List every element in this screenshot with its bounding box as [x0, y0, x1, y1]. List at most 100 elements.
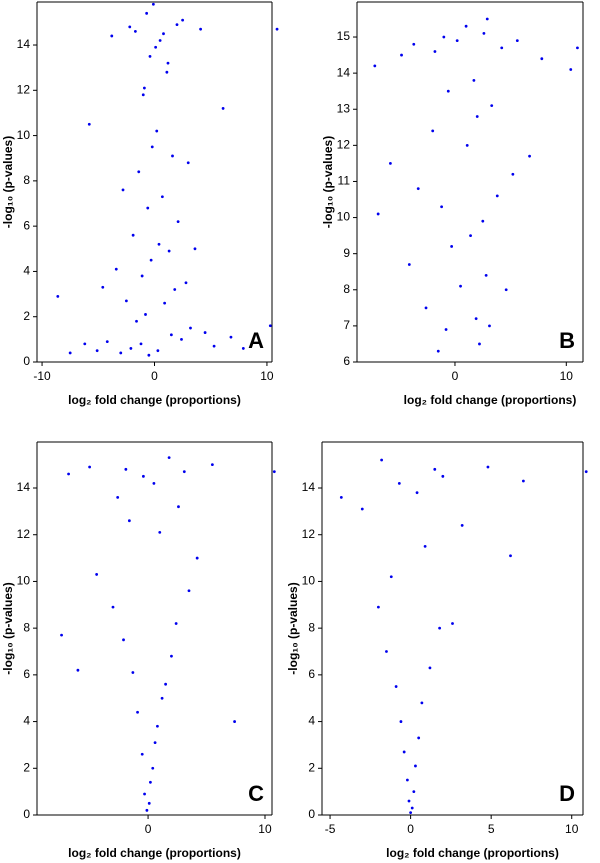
y-tick-label: 11	[338, 174, 351, 188]
point	[576, 46, 579, 50]
point	[446, 89, 450, 93]
point	[203, 331, 207, 334]
y-tick-label: 8	[23, 173, 30, 187]
point	[150, 145, 154, 149]
point	[141, 93, 145, 97]
point	[481, 219, 485, 223]
point	[153, 741, 157, 744]
y-tick-label: 6	[308, 667, 315, 681]
point	[405, 778, 409, 782]
point	[444, 328, 448, 331]
point	[423, 545, 427, 548]
point	[149, 780, 152, 784]
point	[167, 456, 171, 460]
y-tick-label: 14	[337, 65, 351, 79]
point	[187, 589, 191, 593]
point	[184, 281, 188, 285]
point	[144, 313, 147, 316]
point	[500, 46, 504, 50]
point	[140, 274, 144, 278]
point	[210, 463, 214, 467]
point	[181, 18, 185, 22]
x-tick-label: -5	[325, 822, 336, 836]
point	[160, 696, 164, 700]
point	[163, 301, 167, 305]
point	[176, 220, 180, 224]
point	[129, 347, 133, 350]
point	[412, 790, 416, 794]
point	[133, 30, 137, 33]
point	[119, 351, 123, 355]
point	[186, 161, 190, 165]
point	[127, 519, 131, 523]
point	[83, 342, 87, 346]
point	[268, 324, 272, 328]
point	[380, 458, 384, 462]
point	[154, 45, 158, 49]
point	[67, 472, 70, 476]
x-tick-label: 0	[151, 369, 158, 383]
y-tick-label: 8	[308, 620, 315, 634]
point	[171, 154, 174, 158]
y-tick-label: 12	[302, 527, 316, 541]
point	[193, 247, 197, 251]
point	[88, 465, 92, 469]
point	[360, 507, 364, 511]
y-tick-label: 2	[308, 760, 315, 774]
x-tick-label: 0	[407, 822, 414, 836]
point	[436, 349, 440, 353]
point	[407, 799, 411, 803]
y-axis-label: -log₁₀ (p-values)	[1, 582, 15, 674]
point	[482, 32, 486, 35]
point	[195, 556, 199, 560]
y-tick-label: 10	[337, 210, 351, 224]
point	[158, 530, 162, 534]
point	[495, 194, 499, 198]
point	[511, 172, 515, 176]
point	[464, 24, 468, 28]
y-tick-label: 4	[308, 714, 315, 728]
point	[399, 720, 403, 723]
point	[145, 11, 149, 15]
x-tick-label: 5	[488, 822, 495, 836]
y-tick-label: 14	[17, 480, 31, 494]
point	[175, 23, 179, 27]
point	[137, 170, 141, 174]
point	[528, 154, 531, 158]
y-axis-label: -log₁₀ (p-values)	[286, 582, 300, 674]
point	[450, 245, 454, 248]
y-tick-label: 0	[308, 807, 315, 821]
y-tick-label: 6	[23, 218, 30, 232]
y-tick-label: 10	[302, 574, 316, 588]
y-tick-label: 12	[337, 138, 351, 152]
point	[433, 50, 437, 53]
point	[155, 129, 159, 133]
y-tick-label: 6	[23, 667, 30, 681]
point	[229, 335, 233, 339]
panel-label: A	[248, 328, 264, 353]
point	[504, 288, 508, 292]
point	[416, 187, 420, 191]
point	[162, 32, 165, 36]
point	[164, 682, 168, 686]
point	[441, 474, 445, 478]
point	[160, 195, 164, 199]
point	[56, 294, 60, 298]
x-axis-label: log₂ fold change (proportions)	[68, 846, 241, 860]
point	[474, 317, 478, 321]
point	[105, 340, 109, 344]
y-tick-label: 7	[343, 318, 350, 332]
y-tick-label: 12	[17, 527, 31, 541]
point	[180, 337, 183, 341]
point	[584, 470, 588, 474]
point	[147, 801, 151, 805]
point	[460, 523, 464, 527]
point	[472, 78, 476, 82]
point	[111, 605, 115, 609]
y-tick-label: 8	[23, 620, 30, 634]
y-axis-label: -log₁₀ (p-values)	[1, 136, 15, 228]
point	[167, 249, 171, 253]
y-tick-label: 14	[17, 37, 31, 51]
y-tick-label: 4	[23, 264, 30, 278]
point	[459, 284, 462, 288]
